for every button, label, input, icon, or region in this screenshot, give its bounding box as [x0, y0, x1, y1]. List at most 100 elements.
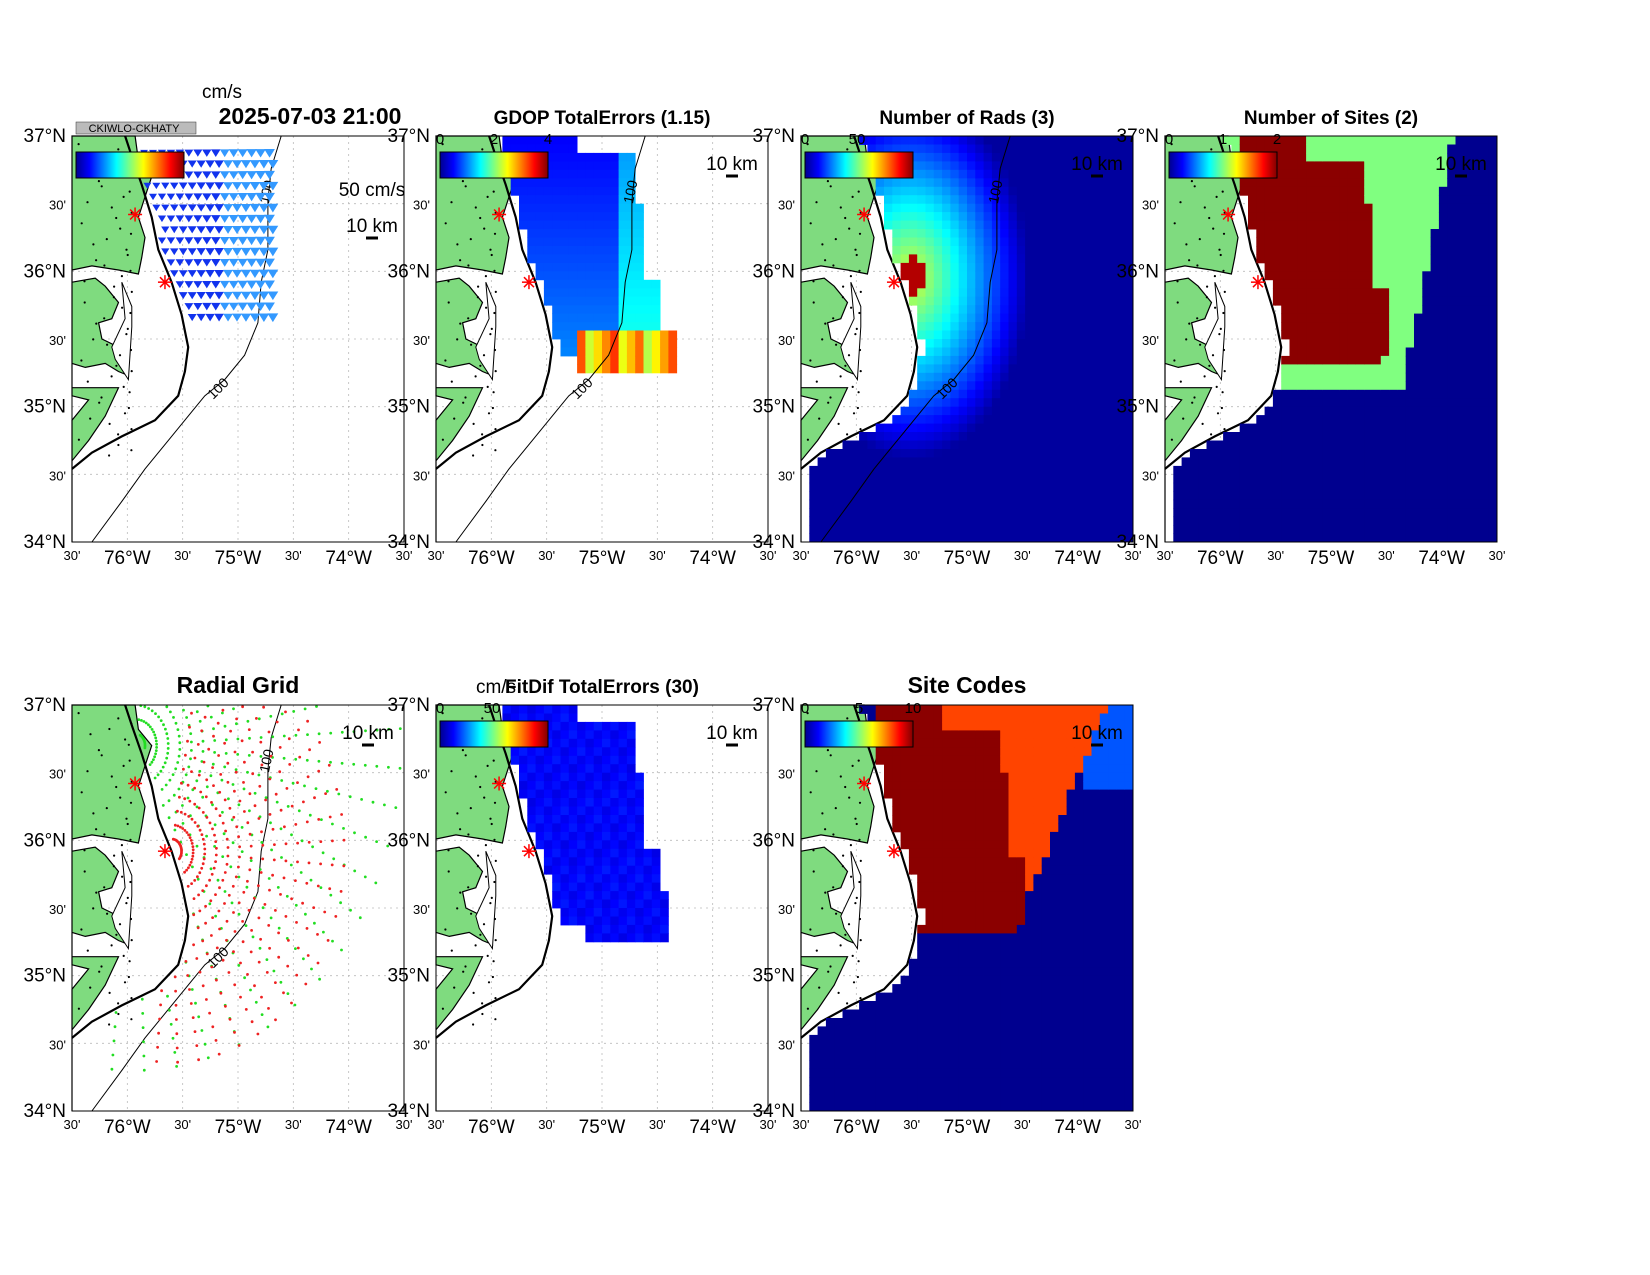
fitdif-cell	[593, 730, 603, 740]
rads-cell	[1008, 229, 1018, 238]
gdop-cell	[610, 339, 619, 348]
rads-cell	[1016, 136, 1026, 145]
sites-cell	[1231, 482, 1241, 492]
rads-cell	[1000, 220, 1009, 230]
rads-cell	[1099, 203, 1109, 213]
sites-cell	[1397, 440, 1407, 450]
sites-cell	[1380, 313, 1390, 323]
rads-cell	[1000, 440, 1009, 450]
sites-cell	[1422, 347, 1431, 357]
sites-cell	[1430, 533, 1440, 543]
radial-grid-point	[208, 902, 212, 906]
current-vector	[187, 248, 197, 256]
sites-cell	[1264, 254, 1274, 264]
radial-grid-point	[274, 909, 277, 912]
rads-cell	[1025, 178, 1034, 188]
rads-cell	[1050, 355, 1059, 365]
rads-cell	[875, 525, 885, 534]
radial-grid-point	[236, 753, 240, 756]
radial-grid-point	[203, 847, 207, 851]
rads-cell	[967, 161, 976, 171]
radial-grid-point	[251, 935, 255, 939]
rads-cell	[1074, 330, 1084, 340]
radial-grid-point	[267, 730, 271, 734]
sites-cell	[1322, 398, 1332, 408]
rads-cell	[991, 161, 1001, 171]
rads-cell	[1116, 465, 1126, 475]
sites-cell	[1297, 136, 1307, 145]
sites-cell	[1256, 449, 1265, 458]
rads-cell	[825, 457, 835, 467]
sites-cell	[1389, 152, 1398, 162]
rads-cell	[983, 279, 993, 289]
sites-cell	[1480, 406, 1490, 416]
rads-cell	[1091, 144, 1101, 154]
rads-cell	[1066, 525, 1076, 534]
sites-cell	[1331, 389, 1340, 399]
rads-cell	[1124, 161, 1134, 171]
sites-cell	[1306, 389, 1315, 399]
gdop-cell	[543, 237, 553, 247]
sites-cell	[1463, 296, 1473, 306]
rads-cell	[908, 415, 918, 424]
rads-cell	[950, 482, 960, 492]
coast-speck	[127, 975, 130, 979]
current-vector	[249, 203, 261, 213]
rads-cell	[908, 229, 918, 238]
sites-cell	[1472, 212, 1481, 221]
fitdif-cell	[585, 806, 595, 816]
sites-cell	[1447, 355, 1456, 365]
rads-cell	[1124, 220, 1134, 230]
rads-cell	[1074, 144, 1084, 154]
rads-cell	[975, 161, 984, 171]
gdop-cell	[577, 288, 586, 298]
rads-cell	[1058, 406, 1067, 416]
current-vector	[202, 259, 212, 267]
rads-cell	[925, 203, 935, 213]
sites-cell	[1405, 271, 1415, 281]
coast-speck	[115, 933, 118, 936]
fitdif-cell	[552, 755, 561, 765]
rads-cell	[1074, 449, 1084, 458]
sites-cell	[1364, 144, 1373, 154]
sites-cell	[1206, 449, 1216, 458]
rads-cell	[1066, 296, 1076, 306]
sites-cell	[1380, 229, 1390, 238]
rads-cell	[942, 246, 951, 255]
sites-cell	[1281, 533, 1290, 543]
rads-cell	[917, 415, 926, 424]
rads-cell	[908, 186, 918, 196]
coast-speck	[1193, 185, 1196, 188]
coast-speck	[83, 301, 86, 304]
rads-cell	[1116, 178, 1126, 188]
radial-grid-point	[111, 1053, 115, 1057]
coast-speck	[821, 338, 824, 341]
fitdif-cell	[560, 865, 570, 875]
rads-cell	[958, 237, 968, 247]
gdop-cell	[535, 203, 545, 213]
rads-cell	[917, 237, 926, 247]
rads-cell	[925, 305, 935, 315]
radial-grid-point	[265, 971, 269, 974]
rads-cell	[1050, 533, 1059, 543]
lon-tick-label: 30'	[64, 1117, 81, 1132]
sites-cell	[1339, 279, 1348, 289]
fitdif-cell	[593, 721, 603, 731]
gdop-cell	[635, 254, 644, 264]
current-vector	[258, 160, 270, 169]
sites-cell	[1380, 271, 1390, 281]
gdop-cell	[610, 262, 619, 272]
coast-speck	[857, 190, 860, 193]
coast-speck	[856, 406, 859, 410]
radial-grid-point	[306, 775, 310, 779]
sites-cell	[1214, 474, 1224, 484]
sites-cell	[1355, 313, 1365, 323]
sites-cell	[1231, 516, 1241, 526]
current-vector	[237, 149, 248, 158]
rads-cell	[1074, 161, 1084, 171]
rads-cell	[1025, 136, 1034, 145]
fitdif-cell	[585, 933, 595, 943]
coast-speck	[487, 981, 491, 984]
sites-cell	[1272, 457, 1282, 467]
